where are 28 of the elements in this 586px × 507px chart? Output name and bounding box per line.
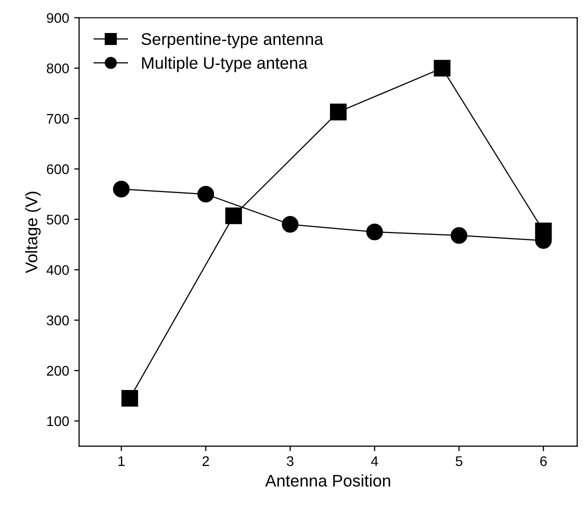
point	[197, 186, 214, 202]
x-tick-label: 5	[456, 456, 462, 466]
y-tick-label: 300	[46, 315, 69, 326]
y-tick-label: 400	[46, 265, 69, 275]
x-tick-label: 4	[371, 456, 378, 466]
point	[282, 216, 299, 233]
x-tick-label: 2	[202, 456, 209, 466]
point	[225, 207, 242, 224]
point	[450, 227, 468, 244]
point	[330, 104, 347, 120]
x-tick-label: 3	[286, 456, 294, 466]
x-tick-label: 6	[540, 456, 547, 466]
point	[366, 224, 383, 240]
point	[112, 180, 130, 198]
y-axis-title: Voltage (V)	[25, 192, 41, 274]
y-tick-label: 200	[46, 366, 69, 376]
legend-label: Serpentine-type antenna	[142, 32, 324, 48]
x-tick-label: 1	[118, 456, 125, 466]
legend-label: Multiple U-type antena	[142, 56, 308, 72]
y-tick-label: 700	[46, 114, 69, 124]
point	[121, 390, 138, 407]
y-tick-label: 100	[47, 416, 69, 426]
y-tick-label: 900	[46, 13, 69, 23]
y-tick-label: 500	[46, 214, 69, 225]
y-tick-label: 600	[46, 164, 69, 174]
y-tick-label: 800	[46, 63, 69, 74]
x-axis-title: Antenna Position	[265, 474, 390, 487]
point	[434, 60, 450, 76]
